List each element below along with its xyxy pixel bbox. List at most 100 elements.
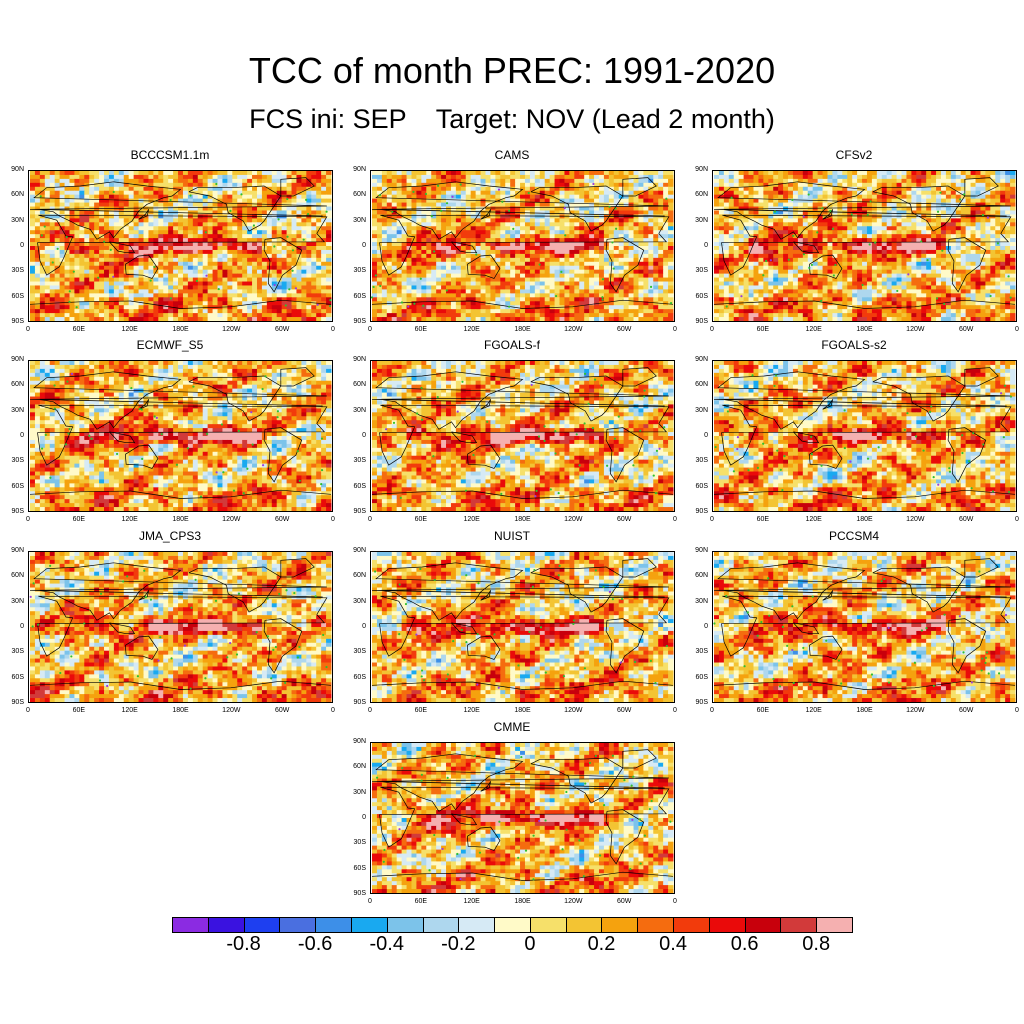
significance-dot: [787, 258, 790, 261]
lat-tick-label: 30S: [686, 267, 708, 274]
significance-dot: [445, 677, 448, 681]
lon-tick-label: 60W: [609, 516, 639, 523]
significance-dot: [528, 630, 531, 634]
significance-dot: [665, 644, 668, 648]
significance-dot: [534, 495, 537, 498]
coastline: [466, 444, 501, 469]
coastline: [371, 871, 674, 881]
significance-dot: [615, 227, 618, 230]
significance-dot: [508, 305, 511, 308]
coastline: [822, 209, 834, 220]
significance-dot: [535, 489, 538, 492]
significance-dot: [563, 206, 566, 210]
significance-dot: [157, 659, 160, 662]
significance-dot: [189, 194, 192, 197]
coastline: [466, 254, 501, 279]
significance-dot: [649, 285, 653, 288]
significance-dot: [407, 305, 410, 308]
significance-dot: [639, 429, 642, 432]
lat-tick-label: 90S: [344, 318, 366, 325]
significance-dot: [652, 474, 655, 477]
lat-tick-label: 30S: [2, 267, 24, 274]
lon-tick-label: 60W: [267, 516, 297, 523]
significance-dot: [214, 599, 218, 602]
lon-tick-label: 120E: [799, 516, 829, 523]
significance-dot: [206, 432, 209, 436]
lat-tick-label: 30N: [686, 217, 708, 224]
significance-dot: [874, 241, 877, 244]
significance-dot: [533, 568, 536, 572]
significance-dot: [985, 651, 989, 654]
significance-dot: [843, 409, 846, 412]
lon-tick-label: 180E: [166, 707, 196, 714]
lon-tick-label: 60W: [609, 707, 639, 714]
significance-dot: [751, 374, 754, 377]
significance-dot: [420, 779, 423, 782]
significance-dot: [204, 231, 207, 234]
significance-dot: [51, 261, 54, 264]
significance-dot: [740, 295, 743, 298]
coastline: [37, 404, 328, 466]
significance-dot: [477, 582, 480, 585]
colorbar-cell: [350, 917, 388, 933]
lon-tick-label: 60W: [267, 326, 297, 333]
significance-dot: [981, 213, 985, 217]
lat-tick-label: 60N: [344, 763, 366, 770]
lat-tick-label: 0: [686, 242, 708, 249]
significance-dot: [433, 578, 436, 582]
lat-tick-label: 30S: [344, 839, 366, 846]
lon-tick-label: 0: [660, 326, 690, 333]
significance-dot: [68, 290, 71, 293]
lat-tick-label: 60N: [344, 191, 366, 198]
significance-dot: [500, 492, 503, 495]
colorbar-label: -0.6: [285, 933, 345, 956]
significance-dot: [762, 274, 765, 277]
significance-dot: [907, 273, 910, 276]
colorbar-label: 0.6: [715, 933, 775, 956]
panel-title: CAMS: [342, 148, 682, 162]
significance-dot: [603, 804, 606, 807]
lon-tick-label: 60W: [267, 707, 297, 714]
significance-dot: [561, 848, 564, 851]
significance-dot: [937, 483, 940, 486]
lat-tick-label: 60S: [344, 293, 366, 300]
tcc-map: [712, 170, 1017, 322]
lon-tick-label: 0: [660, 898, 690, 905]
coastline: [37, 214, 328, 276]
tcc-map: [370, 360, 675, 512]
significance-dot: [602, 585, 605, 589]
significance-dot: [276, 416, 279, 419]
significance-dot: [601, 278, 605, 281]
significance-dot: [843, 447, 846, 450]
significance-dot: [608, 590, 611, 593]
significance-dot: [199, 495, 203, 498]
coastline: [138, 209, 150, 220]
significance-dot: [565, 790, 568, 794]
significance-dot: [601, 298, 604, 301]
coastline: [379, 786, 670, 848]
lat-tick-label: 90S: [2, 699, 24, 706]
coastline: [109, 431, 136, 444]
lon-tick-label: 120E: [115, 326, 145, 333]
significance-dot: [972, 432, 975, 435]
coastline: [466, 826, 501, 851]
significance-dot: [906, 412, 909, 415]
lat-tick-label: 60S: [2, 483, 24, 490]
significance-dot: [424, 192, 428, 196]
significance-dot: [306, 213, 310, 216]
significance-dot: [67, 432, 70, 435]
coastline: [29, 680, 332, 690]
significance-dot: [149, 598, 153, 601]
coastline: [530, 185, 624, 232]
significance-dot: [136, 675, 139, 678]
coastline: [138, 590, 150, 601]
significance-dot: [773, 210, 777, 213]
lat-tick-label: 90S: [344, 508, 366, 515]
significance-dot: [112, 275, 115, 278]
significance-dot: [204, 677, 207, 680]
significance-dot: [459, 183, 462, 186]
significance-dot: [730, 196, 733, 199]
tcc-map: [28, 170, 333, 322]
lon-tick-label: 120E: [457, 898, 487, 905]
coastline: [280, 367, 315, 387]
